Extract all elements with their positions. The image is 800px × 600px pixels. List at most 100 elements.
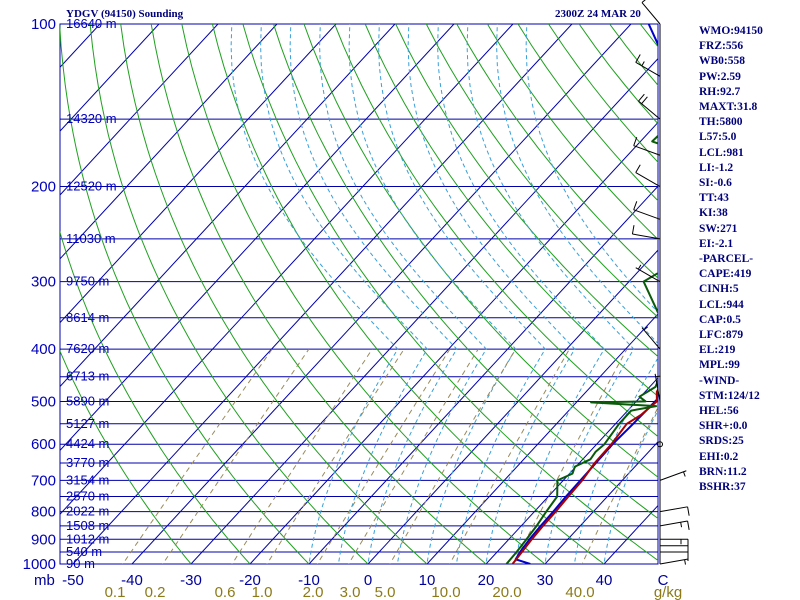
wind-barb-half-flag: [683, 471, 686, 477]
wind-barb-flag: [638, 93, 645, 102]
pressure-tick-label: 900: [31, 531, 56, 548]
wind-barb-half-flag: [641, 61, 645, 67]
wind-barb-flag: [641, 96, 648, 104]
isotherm-line: [60, 24, 455, 452]
mixing-ratio-label: g/kg: [654, 584, 682, 600]
temperature-tick-label: -30: [180, 572, 202, 589]
wind-barbs: [631, 0, 690, 565]
temperature-tick-label: -20: [239, 572, 261, 589]
wind-barb-flag: [633, 201, 638, 210]
moist-adiabat-line: [348, 24, 517, 564]
wind-barb: [635, 264, 661, 283]
index-item: BRN:11.2: [699, 465, 747, 478]
height-label: 2022 m: [66, 504, 109, 519]
temperature-tick-label: -40: [121, 572, 143, 589]
mixing-ratio-line: [316, 348, 451, 564]
pressure-tick-label: 800: [31, 504, 56, 521]
index-item: CAPE:419: [699, 268, 752, 281]
index-item: SI:-0.6: [699, 177, 732, 190]
wind-barb-staff: [632, 233, 661, 240]
wind-barb-flag: [631, 225, 635, 235]
index-item: BSHR:37: [699, 481, 746, 494]
dry-adiabat-line: [303, 24, 658, 478]
isotherm-line: [308, 185, 658, 564]
wind-barb: [635, 54, 661, 77]
isotherm-line: [131, 24, 632, 564]
index-item: TH:5800: [699, 116, 743, 129]
height-label: 9750 m: [66, 274, 109, 289]
height-label: 90 m: [66, 556, 95, 571]
temperature-tick-label: 10: [419, 572, 436, 589]
dry-adiabat-line: [456, 24, 658, 279]
index-item: STM:124/12: [699, 389, 760, 402]
wind-barb-half-flag: [643, 326, 649, 331]
mixing-ratio-line: [266, 348, 405, 564]
height-label: 8614 m: [66, 310, 109, 325]
wind-barb: [659, 520, 690, 530]
wind-barb-staff: [633, 209, 661, 220]
pressure-unit-label: mb: [34, 572, 55, 589]
mixing-ratio-label: 0.6: [215, 584, 236, 600]
wind-barb: [659, 558, 688, 565]
height-label: 3770 m: [66, 455, 109, 470]
wind-barb: [660, 545, 689, 555]
dry-adiabat-line: [425, 24, 658, 318]
wind-barb-staff: [641, 327, 661, 350]
mixing-ratio-line: [348, 348, 479, 564]
moist-adiabat-line: [496, 24, 658, 564]
index-item: LCL:944: [699, 298, 744, 311]
wind-barb-flag: [687, 506, 690, 516]
temperature-tick-label: -50: [62, 572, 84, 589]
wind-barb-staff: [659, 506, 688, 513]
dry-adiabat-line: [273, 24, 658, 520]
temperature-tick-label: 30: [537, 572, 554, 589]
temperature-tick-label: 0: [364, 572, 372, 589]
isotherm-line: [60, 24, 337, 324]
mixing-ratio-line: [122, 348, 273, 564]
height-label: 5127 m: [66, 416, 109, 431]
index-item: EL:219: [699, 344, 736, 357]
wind-barb-staff: [633, 145, 661, 156]
index-item: FRZ:556: [699, 40, 744, 53]
mixing-ratio-label: 0.1: [105, 584, 126, 600]
index-item: SRDS:25: [699, 435, 744, 448]
isotherm-line: [72, 24, 573, 564]
wind-barb-staff: [659, 558, 688, 565]
wind-barb-flag: [635, 54, 641, 63]
wind-barb-half-flag: [655, 375, 661, 378]
isotherm-line: [249, 121, 658, 564]
isotherm-line: [60, 24, 514, 515]
pressure-tick-label: 200: [31, 179, 56, 196]
moist-adiabat-line: [466, 24, 635, 564]
moist-adiabat-line: [437, 24, 605, 564]
mixing-ratio-label: 40.0: [565, 584, 594, 600]
plot-frame: [59, 23, 659, 565]
wind-barb-staff: [635, 267, 661, 283]
wind-barb-half-flag: [637, 264, 642, 270]
index-item: CAP:0.5: [699, 313, 741, 326]
dry-adiabat-line: [242, 24, 658, 562]
height-label: 540 m: [66, 544, 102, 559]
moist-adiabat-line: [289, 24, 458, 564]
mixing-ratio-line: [389, 348, 517, 564]
wind-barb: [635, 164, 661, 187]
isotherm-line: [190, 57, 658, 564]
index-item: TT:43: [699, 192, 729, 205]
pressure-tick-label: 300: [31, 274, 56, 291]
moist-adiabat-line: [230, 24, 399, 564]
observation-time: 2300Z 24 MAR 20: [555, 8, 641, 20]
temperature-tick-label: -10: [298, 572, 320, 589]
pressure-tick-label: 400: [31, 341, 56, 358]
wind-barb: [660, 551, 689, 561]
wind-barb-flag: [687, 520, 690, 530]
index-item: EHI:0.2: [699, 450, 739, 463]
moist-adiabat-line: [407, 24, 576, 564]
mixing-ratio-label: 0.2: [145, 584, 166, 600]
index-item: LCL:981: [699, 146, 744, 159]
index-item: EI:-2.1: [699, 237, 734, 250]
moist-adiabat-line: [378, 24, 546, 564]
isotherm-line: [367, 249, 658, 564]
index-item: SW:271: [699, 222, 738, 235]
wind-barb-flag: [633, 137, 638, 146]
wind-barb: [633, 201, 661, 220]
